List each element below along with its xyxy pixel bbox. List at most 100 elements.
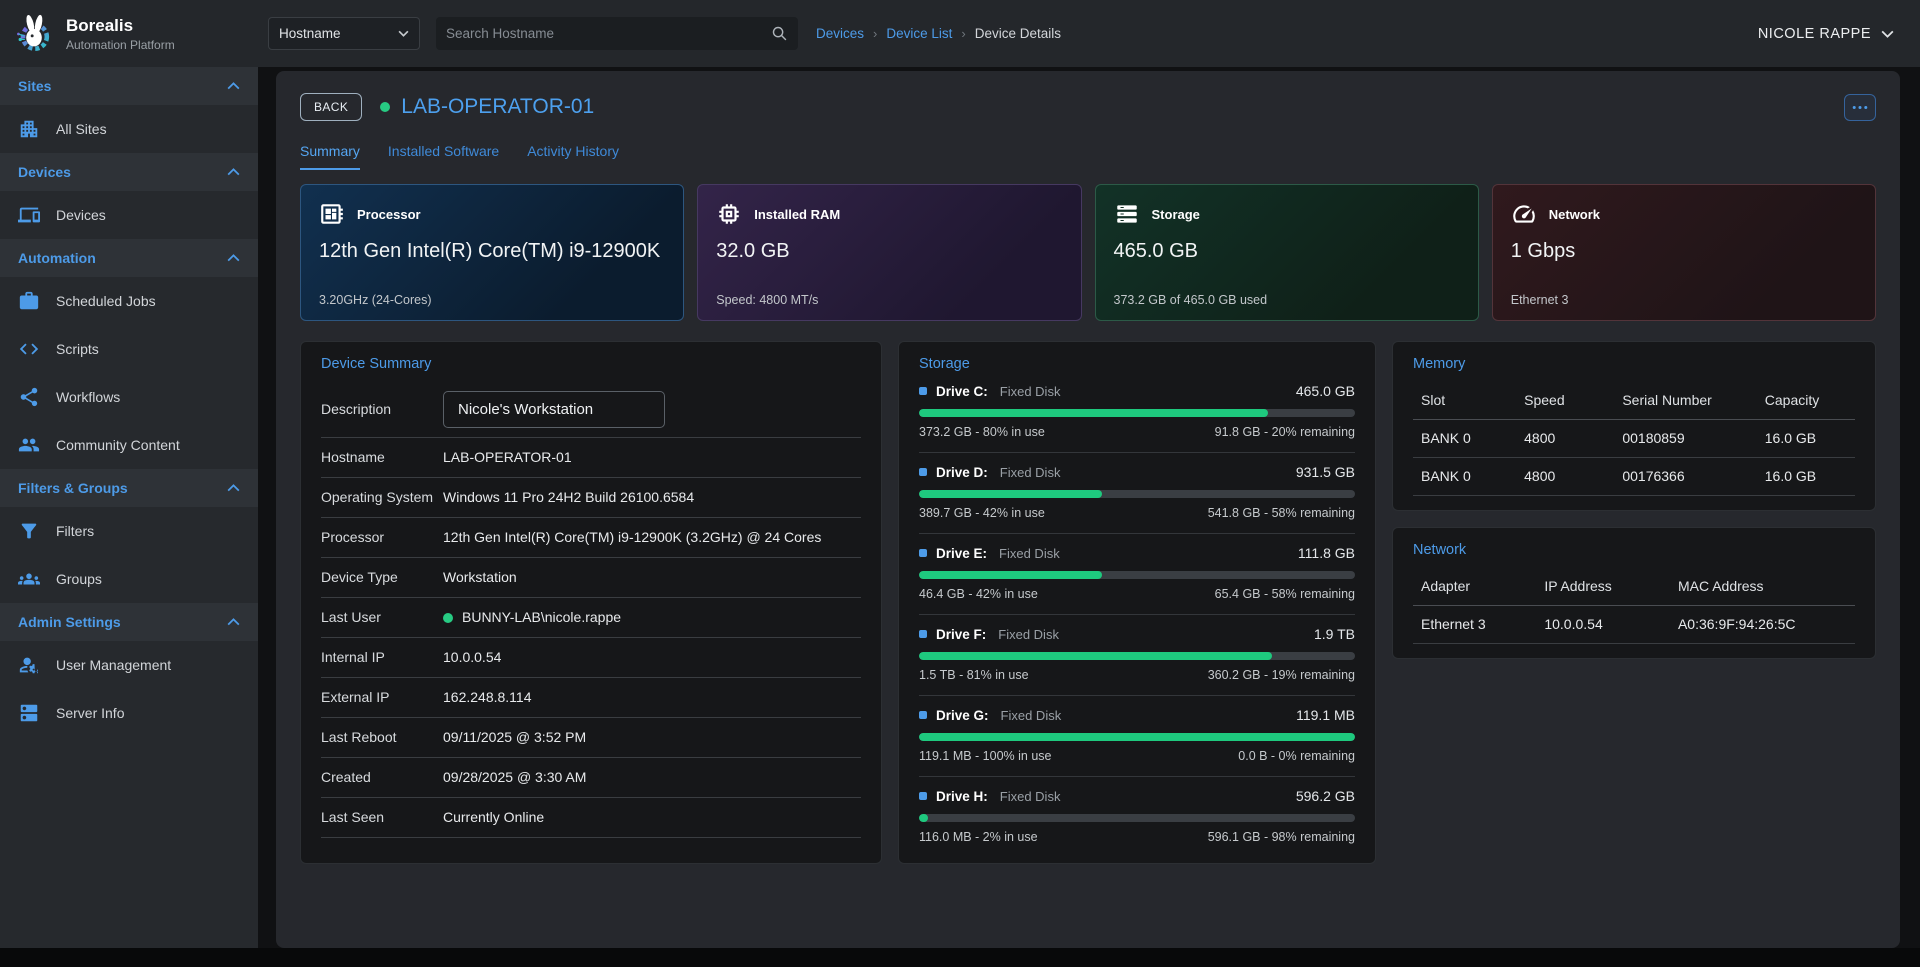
page-title: LAB-OPERATOR-01 bbox=[401, 95, 595, 118]
installed-ram-card: Installed RAM 32.0 GB Speed: 4800 MT/s bbox=[697, 184, 1082, 321]
summary-row-last-seen: Last Seen Currently Online bbox=[321, 798, 861, 838]
drive-type: Fixed Disk bbox=[999, 464, 1061, 480]
column-header: MAC Address bbox=[1669, 568, 1855, 606]
search-input[interactable] bbox=[446, 26, 771, 41]
breadcrumb-link-devices[interactable]: Devices bbox=[816, 26, 865, 41]
summary-row-internal-ip: Internal IP 10.0.0.54 bbox=[321, 638, 861, 678]
drive-name: Drive G: bbox=[936, 707, 989, 723]
sidebar-item-scheduled-jobs[interactable]: Scheduled Jobs bbox=[0, 277, 258, 325]
table-cell: BANK 0 bbox=[1413, 458, 1517, 496]
drive-size: 1.9 TB bbox=[1314, 626, 1355, 642]
row-value: Workstation bbox=[443, 569, 517, 585]
tab-summary[interactable]: Summary bbox=[300, 143, 360, 170]
breadcrumb-current: Device Details bbox=[974, 26, 1062, 41]
summary-row-hostname: Hostname LAB-OPERATOR-01 bbox=[321, 438, 861, 478]
memory-title: Memory bbox=[1413, 356, 1466, 372]
card-title: Processor bbox=[357, 206, 421, 222]
device-details-panel: BACK LAB-OPERATOR-01 Summary Installed S… bbox=[276, 71, 1900, 948]
user-gear-icon bbox=[19, 657, 39, 675]
sidebar-item-filters[interactable]: Filters bbox=[0, 507, 258, 555]
card-footer: 373.2 GB of 465.0 GB used bbox=[1113, 293, 1268, 307]
sidebar-item-groups[interactable]: Groups bbox=[0, 555, 258, 603]
card-value: 1 Gbps bbox=[1510, 240, 1576, 262]
table-cell: 00176366 bbox=[1614, 458, 1757, 496]
sidebar-item-label: Scheduled Jobs bbox=[56, 293, 156, 309]
sidebar-item-devices[interactable]: Devices bbox=[0, 191, 258, 239]
user-menu[interactable]: NICOLE RAPPE bbox=[1758, 26, 1894, 42]
row-value: BUNNY-LAB\nicole.rappe bbox=[462, 609, 622, 625]
summary-row-processor: Processor 12th Gen Intel(R) Core(TM) i9-… bbox=[321, 518, 861, 558]
hostname-filter-select[interactable]: Hostname bbox=[268, 17, 420, 50]
sidebar-item-label: Groups bbox=[56, 571, 102, 587]
sidebar-section-sites[interactable]: Sites bbox=[0, 67, 258, 105]
ram-icon bbox=[719, 204, 739, 224]
drive-remaining-text: 65.4 GB - 58% remaining bbox=[1214, 587, 1355, 601]
sidebar-item-workflows[interactable]: Workflows bbox=[0, 373, 258, 421]
row-label: External IP bbox=[321, 689, 390, 706]
row-label: Last Reboot bbox=[321, 729, 397, 746]
main-content: BACK LAB-OPERATOR-01 Summary Installed S… bbox=[258, 67, 1920, 948]
brand-subtitle: Automation Platform bbox=[66, 37, 175, 52]
row-value: Currently Online bbox=[443, 809, 545, 825]
table-cell: BANK 0 bbox=[1413, 420, 1517, 458]
sidebar-section-filters-groups[interactable]: Filters & Groups bbox=[0, 469, 258, 507]
network-panel: Network Adapter IP Address MAC Address E… bbox=[1392, 527, 1876, 659]
card-footer: Ethernet 3 bbox=[1510, 293, 1569, 307]
search-icon[interactable] bbox=[771, 25, 788, 42]
network-card: Network 1 Gbps Ethernet 3 bbox=[1491, 184, 1876, 321]
row-label: Internal IP bbox=[321, 649, 385, 666]
sidebar-item-user-management[interactable]: User Management bbox=[0, 641, 258, 689]
sidebar-section-admin-settings[interactable]: Admin Settings bbox=[0, 603, 258, 641]
sidebar-item-server-info[interactable]: Server Info bbox=[0, 689, 258, 737]
sidebar-item-label: Community Content bbox=[56, 437, 180, 453]
filter-icon bbox=[21, 523, 37, 539]
sidebar-item-community-content[interactable]: Community Content bbox=[0, 421, 258, 469]
more-options-button[interactable] bbox=[1844, 93, 1876, 121]
drive-bullet-icon bbox=[919, 792, 927, 800]
summary-row-device-type: Device Type Workstation bbox=[321, 558, 861, 598]
sidebar-item-all-sites[interactable]: All Sites bbox=[0, 105, 258, 153]
row-value: 09/11/2025 @ 3:52 PM bbox=[443, 729, 587, 745]
sidebar-item-label: All Sites bbox=[56, 121, 107, 137]
column-header: Capacity bbox=[1756, 382, 1855, 420]
section-label: Automation bbox=[18, 250, 96, 266]
drive-remaining-text: 541.8 GB - 58% remaining bbox=[1207, 506, 1355, 520]
drive-used-text: 119.1 MB - 100% in use bbox=[919, 749, 1052, 763]
summary-row-created: Created 09/28/2025 @ 3:30 AM bbox=[321, 758, 861, 798]
drive-remaining-text: 0.0 B - 0% remaining bbox=[1238, 749, 1355, 763]
sidebar-item-scripts[interactable]: Scripts bbox=[0, 325, 258, 373]
card-value: 32.0 GB bbox=[716, 240, 790, 262]
sidebar-item-label: Devices bbox=[56, 207, 106, 223]
summary-row-operating-system: Operating System Windows 11 Pro 24H2 Bui… bbox=[321, 478, 861, 518]
chevron-up-icon bbox=[227, 254, 240, 262]
network-table: Adapter IP Address MAC Address Ethernet … bbox=[1413, 568, 1855, 644]
borealis-logo[interactable]: Borealis Automation Platform bbox=[0, 12, 258, 56]
description-input[interactable] bbox=[443, 391, 665, 428]
drive-type: Fixed Disk bbox=[999, 788, 1061, 804]
drive-bullet-icon bbox=[919, 711, 927, 719]
section-label: Filters & Groups bbox=[18, 480, 128, 496]
device-online-status-dot bbox=[380, 102, 391, 112]
drive-name: Drive C: bbox=[936, 383, 988, 399]
storage-panel: Storage Drive C: Fixed Disk 465.0 GB 373… bbox=[898, 341, 1376, 864]
tab-activity-history[interactable]: Activity History bbox=[527, 143, 619, 159]
row-label: Created bbox=[321, 769, 371, 786]
table-cell: 16.0 GB bbox=[1756, 420, 1855, 458]
tab-installed-software[interactable]: Installed Software bbox=[387, 143, 500, 159]
breadcrumb-link-device-list[interactable]: Device List bbox=[886, 26, 953, 41]
chevron-up-icon bbox=[227, 618, 240, 626]
sidebar-section-automation[interactable]: Automation bbox=[0, 239, 258, 277]
summary-row-description: Description bbox=[321, 382, 861, 438]
table-cell: A0:36:9F:94:26:5C bbox=[1669, 606, 1855, 644]
drive-size: 596.2 GB bbox=[1295, 788, 1355, 804]
row-value: 12th Gen Intel(R) Core(TM) i9-12900K (3.… bbox=[443, 529, 822, 545]
device-header: BACK LAB-OPERATOR-01 bbox=[300, 93, 1876, 121]
sidebar-section-devices[interactable]: Devices bbox=[0, 153, 258, 191]
network-title: Network bbox=[1413, 542, 1467, 558]
row-label: Last User bbox=[321, 609, 381, 626]
back-button[interactable]: BACK bbox=[300, 93, 363, 121]
drive-size: 111.8 GB bbox=[1297, 545, 1355, 561]
details-content-row: Device Summary Description Hostname LAB-… bbox=[300, 341, 1876, 864]
table-cell: 16.0 GB bbox=[1756, 458, 1855, 496]
drive-used-text: 1.5 TB - 81% in use bbox=[919, 668, 1029, 682]
